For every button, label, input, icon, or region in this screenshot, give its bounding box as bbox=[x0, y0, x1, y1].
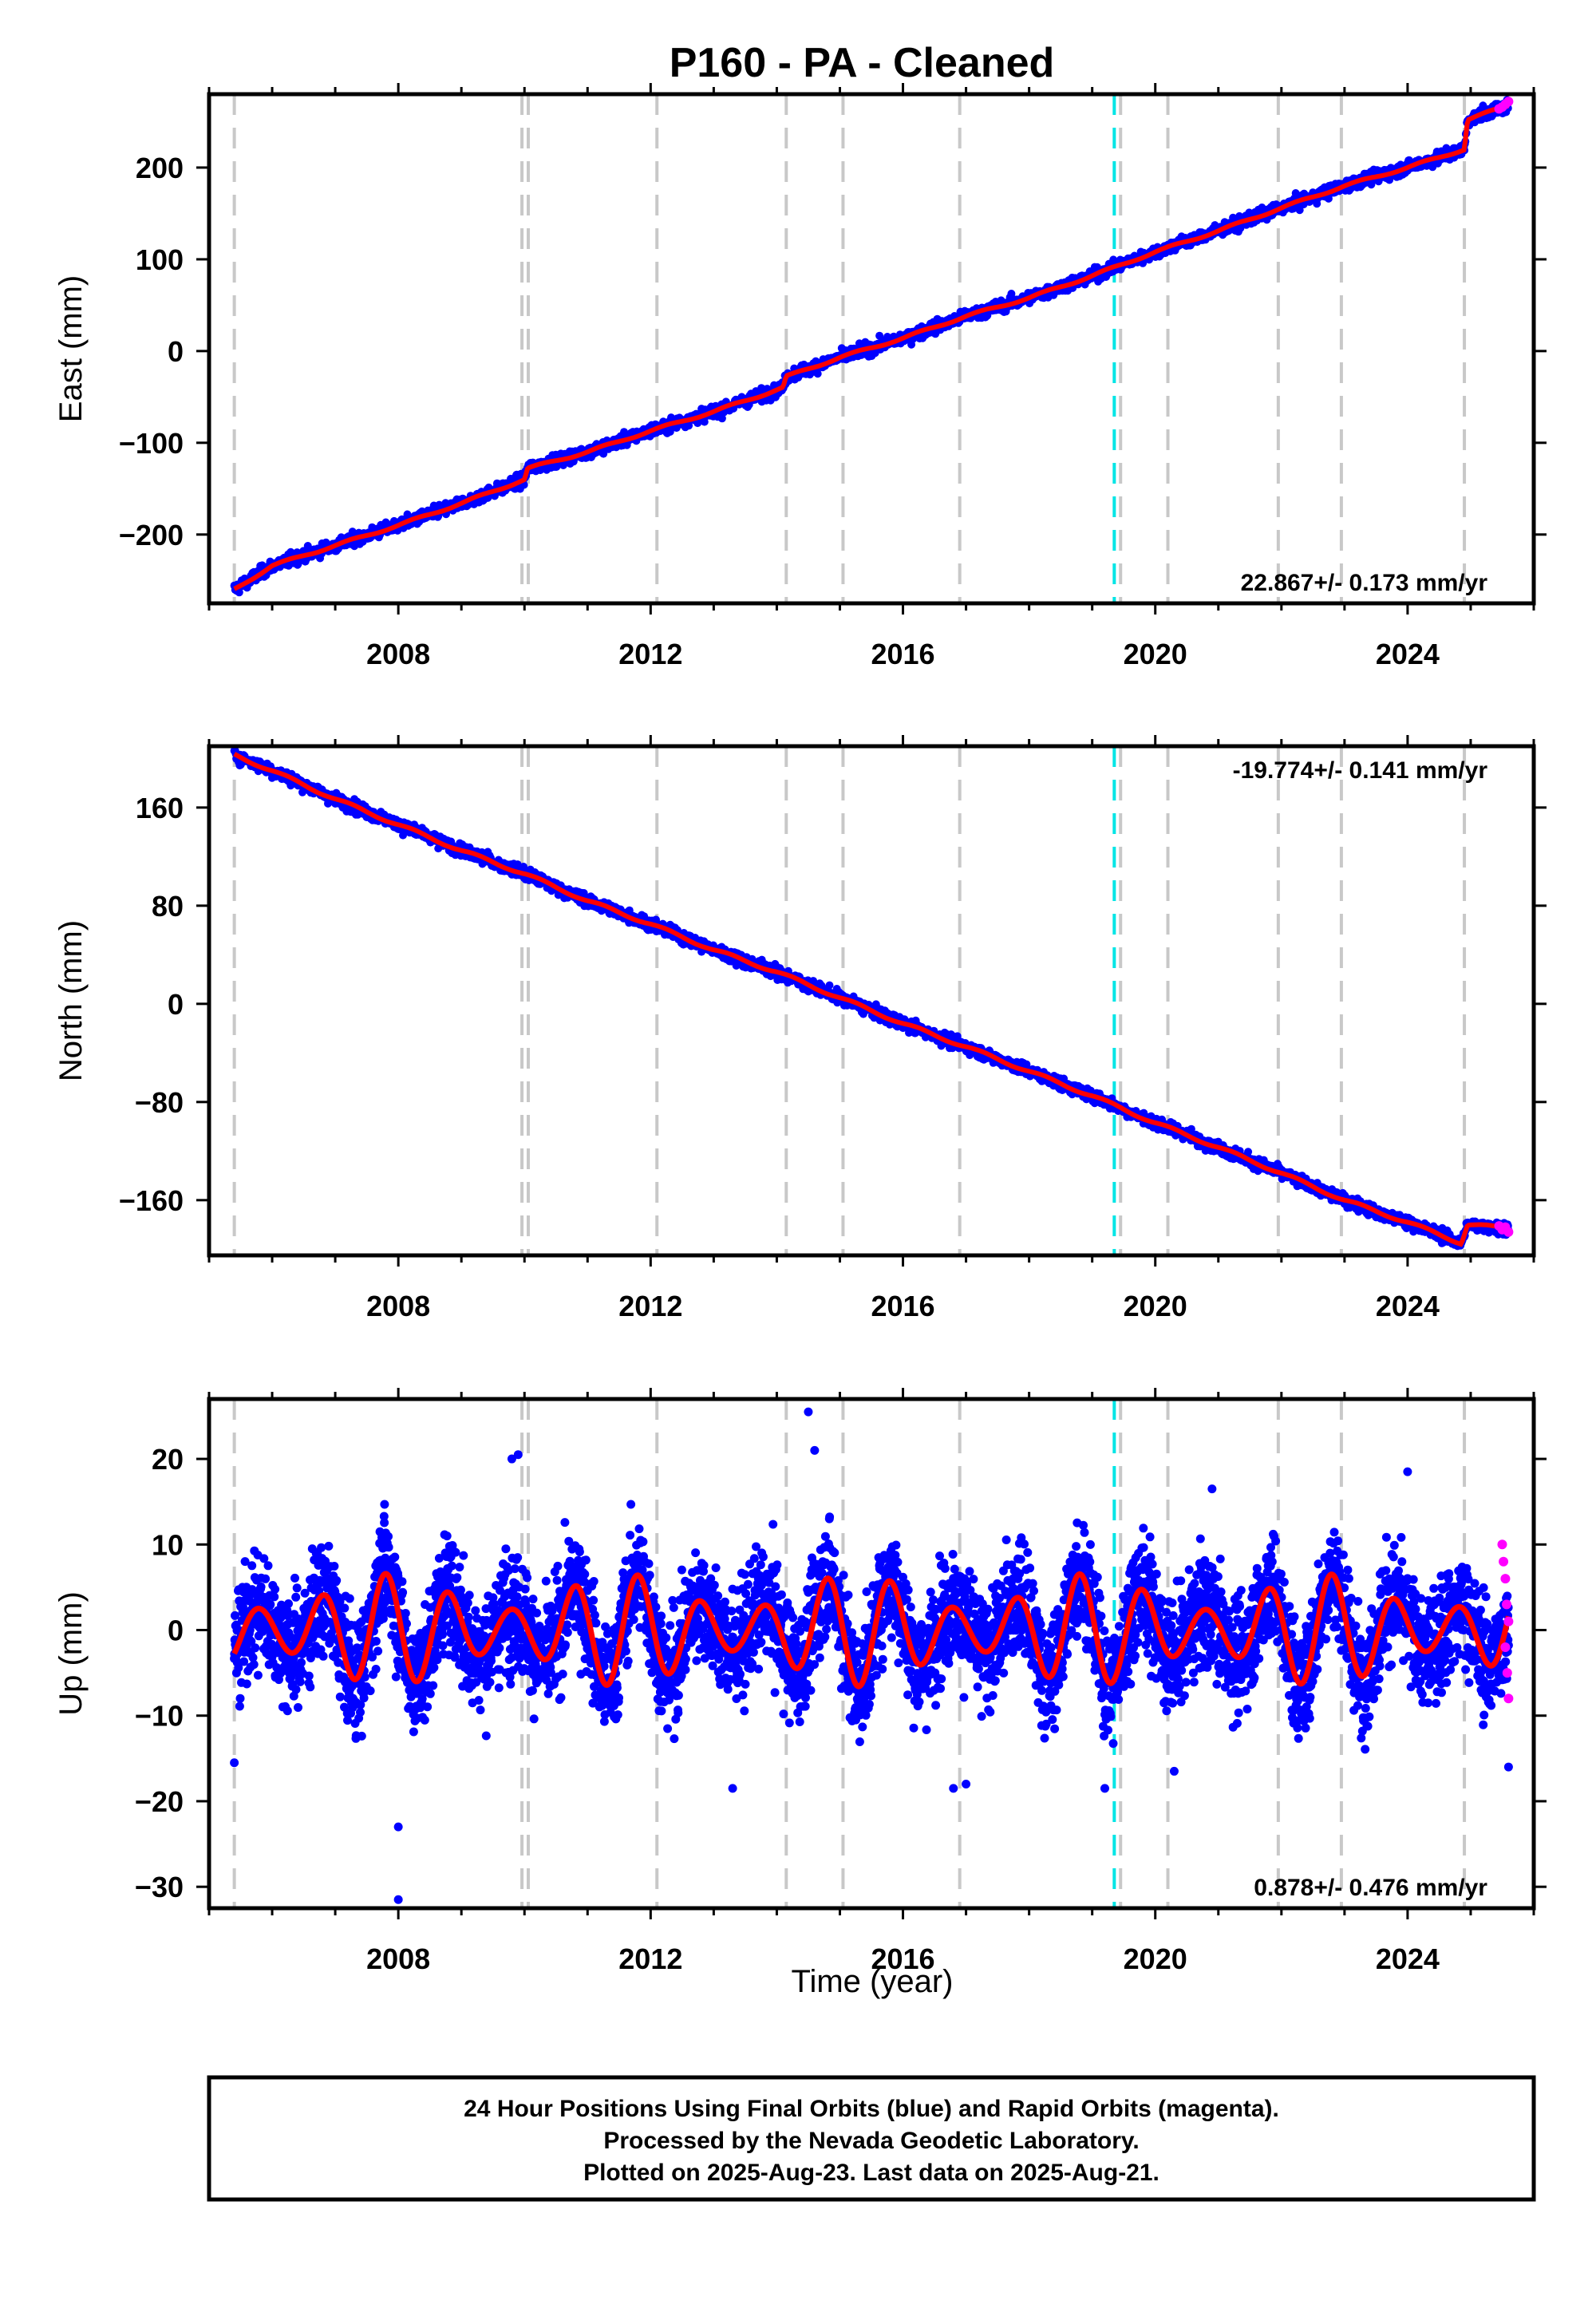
east-x-tick-label-4: 2024 bbox=[1376, 638, 1440, 670]
east-y-tick-label-3: 100 bbox=[136, 243, 184, 276]
north-final-point bbox=[1244, 1148, 1253, 1156]
east-x-tick-label-1: 2012 bbox=[618, 638, 682, 670]
east-final-point bbox=[235, 588, 243, 597]
east-rapid-point-3 bbox=[1503, 97, 1514, 107]
east-x-tick-label-3: 2020 bbox=[1124, 638, 1187, 670]
east-final-point bbox=[983, 311, 992, 320]
north-plot-area bbox=[230, 746, 1514, 1255]
east-model-line bbox=[233, 103, 1510, 591]
east-y-axis-label: East (mm) bbox=[53, 275, 89, 422]
north-final-point bbox=[1022, 1060, 1031, 1069]
figure-title: P160 - PA - Cleaned bbox=[670, 40, 1055, 86]
east-rate-text: 22.867+/- 0.173 mm/yr bbox=[1241, 570, 1488, 596]
east-plot-area bbox=[230, 94, 1514, 603]
north-final-point bbox=[579, 889, 588, 897]
east-y-tick-label-2: 0 bbox=[168, 335, 184, 368]
east-frame bbox=[207, 92, 1536, 606]
east-final-point bbox=[875, 331, 884, 340]
east-final-point bbox=[685, 421, 693, 430]
east-y-tick-label-1: −100 bbox=[119, 427, 184, 460]
east-final-point bbox=[813, 370, 822, 378]
east-y-tick-label-0: −200 bbox=[119, 519, 184, 551]
east-y-tick-label-4: 200 bbox=[136, 152, 184, 184]
east-final-point bbox=[700, 417, 709, 426]
east-x-tick-label-0: 2008 bbox=[366, 638, 430, 670]
north-final-point bbox=[825, 981, 834, 990]
east-panel: 2008 2012 2016 2020 2024 −200 −100 0 100 200 East … bbox=[53, 83, 1547, 670]
east-x-tick-label-2: 2016 bbox=[871, 638, 934, 670]
